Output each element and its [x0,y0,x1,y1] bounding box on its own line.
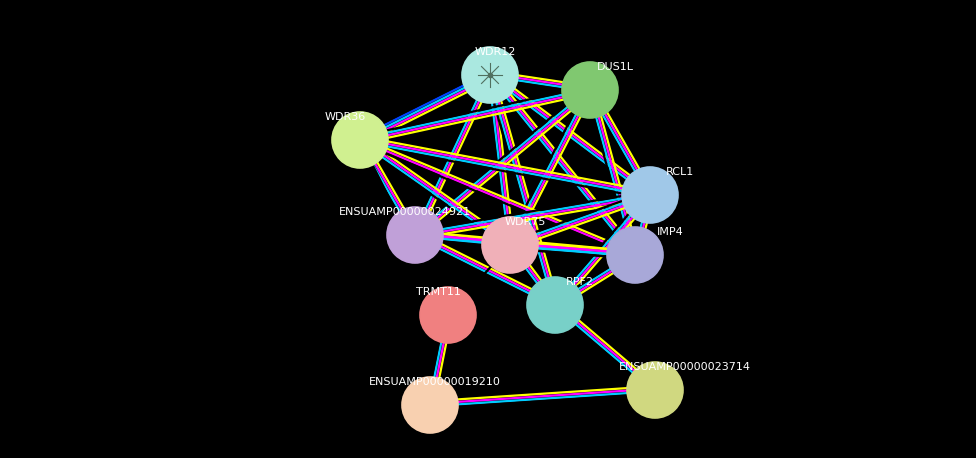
Text: WDR36: WDR36 [324,112,366,122]
Circle shape [527,277,583,333]
Text: WDR75: WDR75 [505,217,546,227]
Text: RCL1: RCL1 [666,167,694,177]
Circle shape [332,112,388,168]
Circle shape [462,47,518,103]
Circle shape [562,62,618,118]
Text: ENSUAMP00000019210: ENSUAMP00000019210 [369,377,501,387]
Circle shape [420,287,476,343]
Text: TRMT11: TRMT11 [416,287,461,297]
Text: ENSUAMP00000024921: ENSUAMP00000024921 [339,207,471,217]
Circle shape [387,207,443,263]
Circle shape [622,167,678,223]
Text: WDR12: WDR12 [474,47,515,57]
Circle shape [402,377,458,433]
Text: DUS1L: DUS1L [596,62,633,72]
Text: ENSUAMP00000023714: ENSUAMP00000023714 [619,362,751,372]
Text: IMP4: IMP4 [657,227,683,237]
Circle shape [482,217,538,273]
Text: RPF2: RPF2 [566,277,594,287]
Circle shape [627,362,683,418]
Circle shape [607,227,663,283]
